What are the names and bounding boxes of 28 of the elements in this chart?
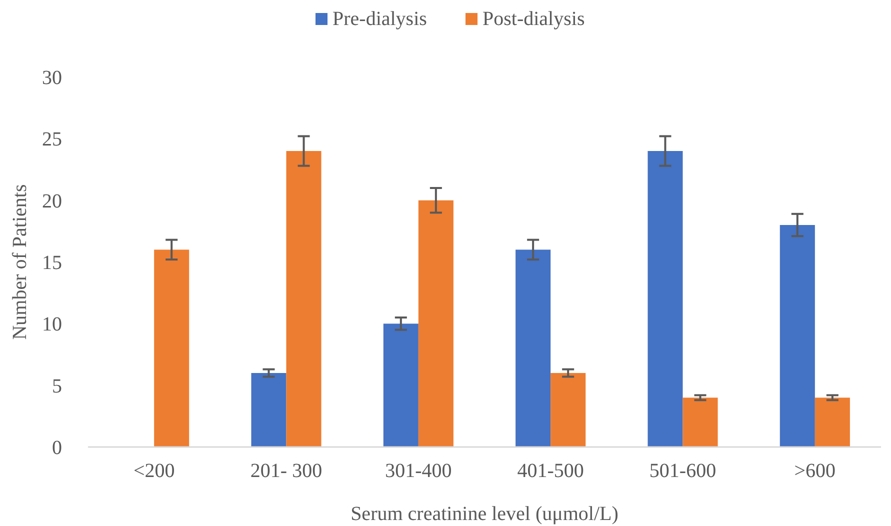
bar xyxy=(682,398,718,447)
bar xyxy=(286,151,322,447)
bar xyxy=(648,151,683,447)
x-tick-label: 201- 300 xyxy=(250,460,322,482)
y-tick-label: 20 xyxy=(42,190,62,212)
y-tick-label: 15 xyxy=(42,252,62,274)
legend-label: Post-dialysis xyxy=(482,8,585,30)
x-tick-label: 501-600 xyxy=(649,460,716,482)
x-axis-title: Serum creatinine level (uμmol/L) xyxy=(350,503,618,525)
y-tick-label: 5 xyxy=(52,375,62,398)
bar xyxy=(516,250,551,447)
bar xyxy=(814,398,850,447)
bar xyxy=(550,373,586,447)
bar xyxy=(418,200,454,447)
bar xyxy=(251,373,286,447)
x-tick-label: <200 xyxy=(133,460,175,482)
bar xyxy=(383,324,418,447)
y-tick-label: 0 xyxy=(52,437,62,459)
bar xyxy=(154,250,190,447)
y-tick-label: 10 xyxy=(42,314,62,336)
legend-label: Pre-dialysis xyxy=(332,8,428,30)
bar xyxy=(780,225,815,447)
x-tick-label: >600 xyxy=(794,460,836,482)
y-tick-label: 25 xyxy=(42,128,62,151)
y-tick-label: 30 xyxy=(42,67,62,89)
x-tick-label: 301-400 xyxy=(385,460,452,482)
y-axis-title: Number of Patients xyxy=(9,184,31,340)
x-tick-label: 401-500 xyxy=(517,460,584,482)
